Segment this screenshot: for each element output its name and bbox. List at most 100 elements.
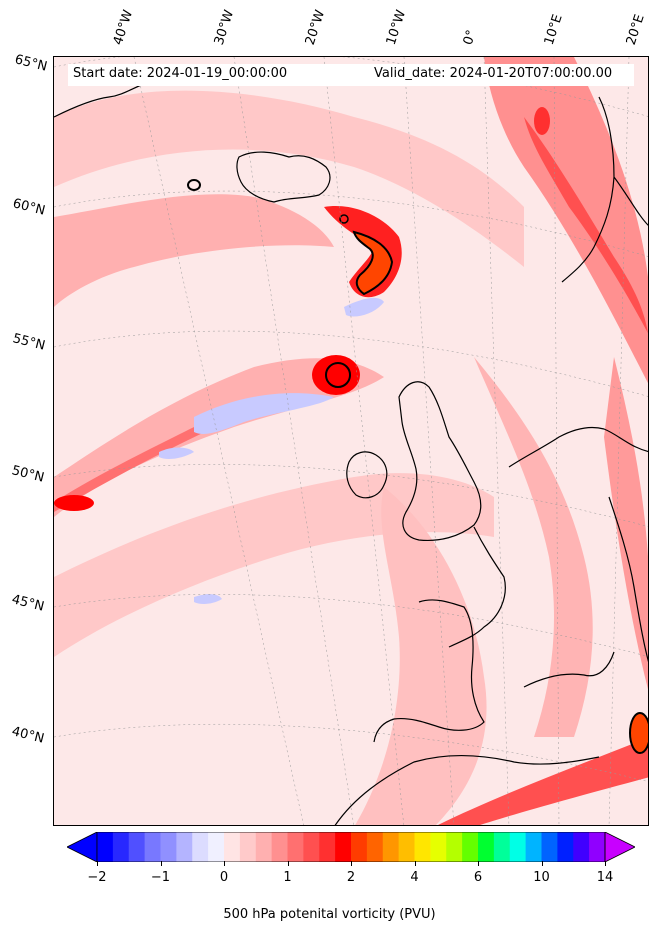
colorbar-segment — [335, 832, 352, 862]
colorbar-segment — [112, 832, 130, 862]
colorbar-segment — [557, 832, 574, 862]
pv-band-southern — [438, 737, 648, 825]
negative-pv-patch-2 — [344, 297, 384, 317]
lat-label-60: 60°N — [11, 196, 47, 219]
colorbar-segment — [160, 832, 177, 862]
colorbar-segment — [382, 832, 400, 862]
colorbar-segment — [541, 832, 558, 862]
pv-band-northern-arc — [54, 90, 524, 268]
colorbar-extend-low — [67, 832, 98, 862]
colorbar-segment — [319, 832, 336, 862]
pv-colorbar — [67, 832, 635, 862]
lat-label-40: 40°N — [10, 724, 46, 747]
colorbar-tickmark — [478, 861, 479, 866]
pv-max-small-dot — [339, 214, 349, 224]
colorbar-segment — [192, 832, 209, 862]
colorbar-tickmark — [287, 861, 289, 866]
colorbar-segment — [509, 832, 527, 862]
coast-great-britain — [398, 381, 482, 542]
lat-label-45: 45°N — [10, 592, 46, 615]
colorbar-segment — [287, 832, 304, 862]
lon-label-10e: 10°E — [541, 12, 566, 48]
colorbar-tickmark — [541, 861, 543, 866]
lon-label-40w: 40°W — [110, 8, 137, 47]
pv-band-iberia — [355, 487, 487, 825]
pv-max-west-ireland-contour — [325, 362, 351, 388]
colorbar-segment — [493, 832, 511, 862]
colorbar-border — [96, 832, 606, 862]
colorbar-tick-label: 4 — [410, 870, 419, 885]
colorbar-segment — [351, 832, 368, 862]
lon-label-10w: 10°W — [383, 8, 410, 47]
coast-iceland — [236, 151, 331, 203]
pv-band-scandinavia — [484, 57, 648, 384]
start-date-label: Start date: 2024-01-19_00:00:00 — [73, 66, 288, 81]
colorbar-segment — [462, 832, 479, 862]
colorbar-tickmark — [224, 861, 225, 866]
pv-max-greenland-spot — [187, 179, 201, 191]
colorbar-segment — [366, 832, 384, 862]
colorbar-tickmark — [605, 861, 606, 866]
colorbar-tickmark — [414, 861, 416, 866]
pv-max-south-iceland-core — [352, 230, 394, 296]
colorbar-tickmark — [351, 861, 352, 866]
lon-label-20e: 20°E — [623, 12, 648, 48]
colorbar-segment — [573, 832, 590, 862]
colorbar-tick-label: 6 — [473, 870, 483, 885]
colorbar-segment — [589, 832, 606, 862]
coast-france-biscay — [448, 526, 506, 648]
colorbar-segment — [271, 832, 288, 862]
colorbar-segment — [224, 832, 241, 862]
pv-band-scandinavia-core — [524, 117, 648, 334]
coast-north-africa — [334, 754, 600, 825]
colorbar-tick-label: 2 — [346, 870, 356, 885]
pv-band-france — [474, 357, 593, 737]
pv-max-mediterranean — [629, 712, 648, 754]
colorbar-tick-label: −2 — [87, 870, 107, 885]
lon-label-0: 0° — [460, 28, 480, 47]
colorbar-segment — [144, 832, 161, 862]
valid-date-label: Valid_date: 2024-01-20T07:00:00.00 — [374, 66, 613, 81]
colorbar-tick-label: 14 — [596, 870, 614, 885]
pv-max-northsea — [534, 107, 550, 135]
map-panel — [53, 56, 649, 826]
coast-iberia — [373, 599, 485, 743]
lon-label-30w: 30°W — [211, 8, 238, 47]
negative-pv-band — [194, 393, 334, 434]
colorbar-segment — [176, 832, 193, 862]
colorbar-segment — [398, 832, 415, 862]
coast-ireland — [346, 451, 388, 499]
colorbar-segment — [239, 832, 257, 862]
colorbar-title: 500 hPa potenital vorticity (PVU) — [223, 907, 436, 922]
pv-max-west-ireland — [312, 355, 360, 395]
lat-label-55: 55°N — [11, 331, 47, 354]
pv-band-upper-left — [54, 194, 334, 307]
coast-mediterranean-north — [523, 651, 615, 688]
colorbar-segment — [128, 832, 146, 862]
colorbar-segment — [255, 832, 273, 862]
pv-max-west-edge — [54, 495, 94, 511]
date-header-strip — [68, 64, 634, 86]
lon-label-20w: 20°W — [302, 8, 329, 47]
lat-label-50: 50°N — [10, 463, 46, 486]
colorbar-segment — [478, 832, 495, 862]
colorbar-tick-label: 10 — [533, 870, 550, 885]
lat-label-65: 65°N — [13, 52, 49, 75]
colorbar-tick-label: −1 — [150, 870, 171, 885]
colorbar-segment — [303, 832, 320, 862]
colorbar-segment — [525, 832, 542, 862]
colorbar-tick-label: 0 — [219, 870, 229, 885]
colorbar-segment — [430, 832, 447, 862]
colorbar-segment — [446, 832, 463, 862]
colorbar-tickmark — [160, 861, 162, 866]
graticule — [54, 57, 648, 825]
colorbar-segment — [208, 832, 225, 862]
colorbar-segment — [97, 832, 114, 862]
coast-italy — [608, 496, 648, 663]
coast-north-sea-europe — [508, 426, 648, 468]
coast-scandinavia — [561, 96, 648, 283]
colorbar-extend-high — [604, 832, 635, 862]
negative-pv-patch-3 — [194, 594, 222, 604]
colorbar-segment — [414, 832, 431, 862]
negative-pv-patch-1 — [159, 447, 194, 460]
